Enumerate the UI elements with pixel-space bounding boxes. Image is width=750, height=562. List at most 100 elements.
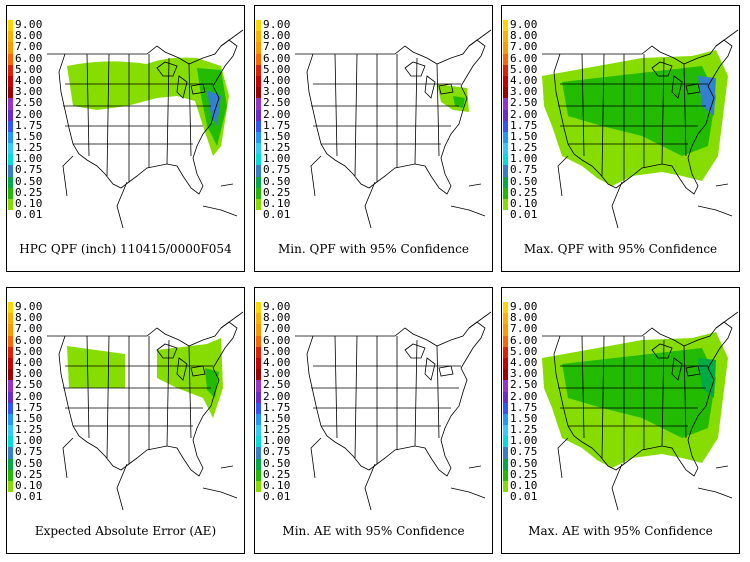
legend-row: 1.25	[8, 424, 44, 437]
legend-label: 7.00	[510, 322, 538, 336]
legend-swatch	[503, 87, 508, 99]
legend-label: 1.75	[263, 118, 291, 132]
legend-swatch	[256, 210, 261, 222]
legend-label: 2.50	[510, 96, 538, 110]
legend-swatch	[256, 199, 261, 211]
legend-swatch	[503, 131, 508, 144]
legend-swatch	[503, 42, 508, 54]
legend-swatch	[256, 31, 261, 43]
precip-band-blue	[207, 90, 221, 126]
legend-swatch	[503, 210, 508, 222]
legend-swatch	[256, 369, 261, 381]
legend-row: 1.25	[503, 424, 539, 437]
legend-swatch	[256, 131, 261, 144]
legend-swatch	[8, 425, 13, 437]
legend-row: 4.00	[256, 74, 292, 88]
legend-row: 1.75	[256, 118, 292, 132]
legend-row: 5.00	[8, 63, 44, 76]
legend-label: 1.75	[510, 118, 538, 132]
legend-swatch	[503, 154, 508, 166]
legend-row: 0.10	[8, 480, 44, 493]
legend: 9.00 8.00 7.00 6.00 5.00 4.00 3.00 2.50 2.00 1.75…	[8, 301, 44, 504]
legend-swatch	[503, 199, 508, 211]
legend-row: 3.00	[8, 86, 44, 99]
legend-label: 9.00	[510, 300, 538, 313]
legend-label: 0.50	[510, 174, 538, 188]
legend-label: 0.25	[263, 467, 291, 481]
legend-row: 0.25	[8, 186, 44, 199]
legend-swatch	[503, 75, 508, 88]
legend-label: 0.01	[15, 208, 43, 222]
legend-swatch	[256, 302, 261, 314]
legend-label: 3.00	[15, 367, 43, 381]
legend-label: 7.00	[263, 322, 291, 336]
legend-swatch	[503, 447, 508, 459]
panel-title: Expected Absolute Error (AE)	[34, 524, 217, 538]
legend-swatch	[8, 469, 13, 481]
legend-label: 2.50	[263, 96, 291, 110]
legend-swatch	[503, 31, 508, 43]
legend-row: 0.25	[503, 186, 539, 199]
legend-swatch	[503, 64, 508, 76]
legend-swatch	[8, 402, 13, 414]
legend-swatch	[256, 481, 261, 493]
legend-row: 1.75	[8, 401, 44, 414]
legend-label: 3.00	[263, 85, 291, 99]
legend-label: 0.50	[15, 174, 43, 188]
legend-row: 1.00	[8, 435, 44, 448]
legend-row: 5.00	[256, 345, 292, 358]
legend-label: 0.25	[510, 467, 538, 481]
legend-label: 4.00	[15, 355, 43, 369]
legend-row: 2.00	[256, 108, 292, 121]
legend-label: 6.00	[263, 333, 291, 347]
legend-row: 0.01	[8, 491, 44, 504]
legend-row: 0.25	[8, 468, 44, 481]
legend-label: 3.00	[510, 367, 538, 381]
legend-label: 8.00	[263, 311, 291, 325]
us-map	[541, 311, 739, 511]
legend-label: 0.50	[15, 456, 43, 470]
legend-swatch	[256, 469, 261, 481]
legend-swatch	[503, 380, 508, 392]
legend-label: 1.00	[510, 152, 538, 166]
legend-label: 7.00	[510, 40, 538, 54]
legend-row: 0.75	[503, 446, 539, 459]
legend-swatch	[8, 98, 13, 110]
legend-label: 2.50	[263, 378, 291, 392]
legend-label: 6.00	[15, 51, 43, 65]
legend-swatch	[503, 98, 508, 110]
us-map	[46, 29, 244, 229]
legend-label: 2.50	[510, 378, 538, 392]
precip-coverage	[67, 346, 125, 388]
legend-swatch	[256, 425, 261, 437]
legend-label: 7.00	[15, 322, 43, 336]
legend-swatch	[503, 176, 508, 188]
legend-swatch	[256, 87, 261, 99]
legend-swatch	[503, 165, 508, 177]
legend-label: 0.75	[15, 445, 43, 459]
legend-row: 7.00	[8, 41, 44, 54]
legend-row: 0.75	[503, 164, 539, 177]
legend: 9.00 8.00 7.00 6.00 5.00 4.00 3.00 2.50 2.00 1.75…	[8, 19, 44, 222]
legend-label: 0.10	[510, 479, 538, 492]
legend-label: 1.50	[15, 129, 43, 143]
legend-label: 4.00	[15, 73, 43, 87]
panel-title: Min. AE with 95% Confidence	[282, 524, 465, 538]
legend-label: 1.50	[263, 129, 291, 143]
legend-swatch	[256, 357, 261, 370]
panel-min-qpf: 9.00 8.00 7.00 6.00 5.00 4.00 3.00 2.50 2.00 1.75…	[254, 5, 493, 272]
legend-row: 2.50	[256, 96, 292, 110]
legend-swatch	[503, 481, 508, 493]
legend-label: 2.00	[15, 389, 43, 403]
legend-row: 8.00	[8, 30, 44, 43]
legend-label: 1.00	[15, 152, 43, 166]
legend-label: 8.00	[263, 29, 291, 43]
legend-swatch	[503, 53, 508, 65]
legend-label: 1.75	[510, 400, 538, 414]
legend-swatch	[8, 20, 13, 32]
panel-title: Max. AE with 95% Confidence	[528, 524, 713, 538]
legend-label: 8.00	[510, 311, 538, 325]
legend-swatch	[256, 53, 261, 65]
legend-swatch	[8, 64, 13, 76]
legend-row: 7.00	[256, 322, 292, 336]
